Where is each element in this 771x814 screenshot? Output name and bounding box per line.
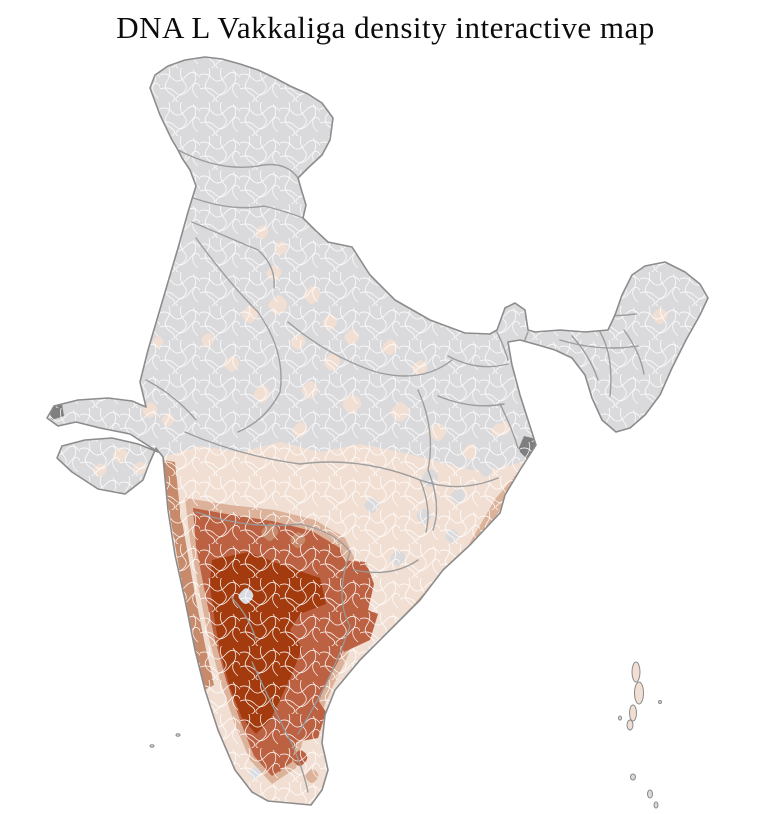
state-border-line — [447, 355, 509, 368]
state-border-line — [437, 395, 505, 407]
state-border-line — [559, 339, 639, 349]
island-district[interactable] — [149, 744, 155, 748]
island-district[interactable] — [618, 715, 622, 721]
state-border-line — [419, 479, 429, 533]
island-district[interactable] — [634, 681, 644, 705]
state-border-line — [251, 661, 309, 793]
state-border-line — [499, 403, 519, 449]
state-border-line — [177, 149, 299, 179]
state-border-line — [599, 331, 612, 397]
state-border-line — [297, 551, 351, 735]
island-district[interactable] — [630, 773, 636, 781]
state-border-line — [187, 195, 304, 219]
island-district[interactable] — [631, 661, 641, 683]
state-border-line — [496, 331, 509, 361]
state-border-line — [231, 597, 257, 641]
state-border-line — [353, 559, 419, 574]
state-border-line — [623, 329, 645, 375]
island-district[interactable] — [647, 789, 653, 799]
island-district[interactable] — [629, 704, 637, 722]
state-border-line — [417, 389, 438, 531]
island-district[interactable] — [175, 733, 181, 737]
state-border-line — [287, 321, 453, 377]
country-outline — [46, 56, 709, 806]
state-border-line — [184, 431, 499, 488]
state-border-line — [571, 335, 599, 381]
state-border-line — [191, 221, 275, 289]
island-district[interactable] — [626, 719, 634, 731]
island-district[interactable] — [658, 700, 662, 704]
state-border-line — [195, 237, 282, 433]
page-title: DNA L Vakkaliga density interactive map — [116, 10, 655, 45]
island-district[interactable] — [653, 801, 659, 809]
state-border-line — [145, 379, 197, 421]
state-border-line — [195, 511, 351, 553]
